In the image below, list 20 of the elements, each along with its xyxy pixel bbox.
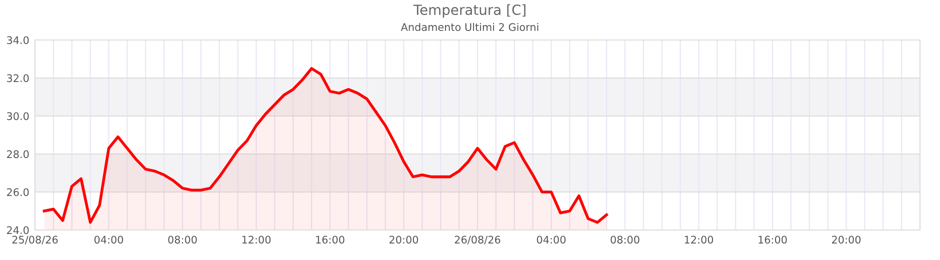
x-tick-label: 16:00 (758, 236, 787, 244)
chart-title: Temperatura [C] (413, 4, 526, 18)
y-tick-label: 34.0 (7, 36, 29, 44)
y-tick-label: 24.0 (7, 226, 29, 234)
x-tick-label: 04:00 (536, 236, 566, 244)
x-tick-label: 08:00 (610, 236, 640, 244)
x-tick-label: 12:00 (684, 236, 714, 244)
y-tick-label: 26.0 (7, 188, 29, 196)
y-tick-label: 28.0 (7, 150, 29, 158)
x-tick-label: 12:00 (242, 236, 271, 244)
x-tick-label: 16:00 (316, 236, 344, 244)
x-tick-label: 20:00 (390, 236, 418, 244)
x-tick-label: 25/08/26 (12, 236, 58, 244)
y-tick-label: 30.0 (7, 112, 29, 120)
x-tick-label: 20:00 (832, 236, 861, 244)
x-tick-label: 08:00 (168, 236, 197, 244)
y-tick-label: 32.0 (7, 74, 29, 82)
chart-subtitle: Andamento Ultimi 2 Giorni (400, 22, 538, 32)
x-tick-label: 26/08/26 (454, 236, 500, 244)
x-tick-label: 04:00 (94, 236, 124, 244)
